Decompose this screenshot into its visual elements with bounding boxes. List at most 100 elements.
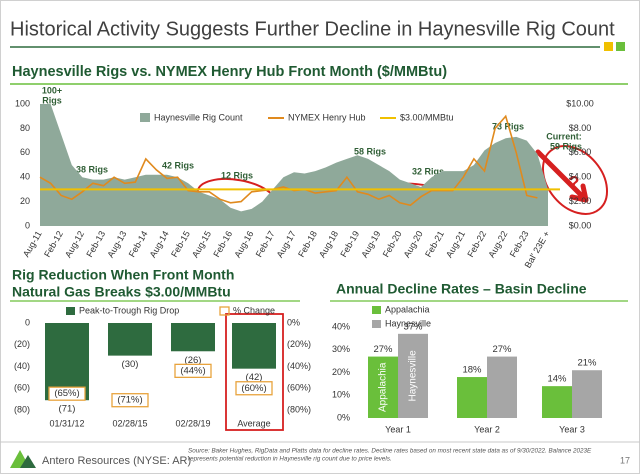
annotation: 42 Rigs [162,160,194,170]
value-label: (26) [185,355,202,366]
decor-square [604,42,613,51]
x-tick-label: Year 1 [385,424,411,434]
y-tick-label: 0% [337,412,350,422]
annotation: Current: [546,131,582,141]
y-tick-label: 40% [332,321,350,331]
value-label: (30) [122,359,139,370]
legend-label: % Change [233,305,275,315]
source-note: Source: Baker Hughes, RigData and Platts… [188,448,592,455]
annotation: 12 Rigs [221,170,253,180]
y2-tick-label: 0% [287,317,300,327]
percent-label: (60%) [241,383,266,394]
chart-title: Natural Gas Breaks $3.00/MMBtu [12,284,231,300]
annotation: 38 Rigs [76,164,108,174]
decor-square [616,42,625,51]
bar-series-label: Appalachia [378,362,389,412]
y-tick-label: (80) [14,404,30,414]
source-note: represents potential reduction in Haynes… [188,456,392,463]
value-label: 27% [373,344,393,355]
y2-tick-label: $10.00 [566,98,594,108]
x-tick-label: Year 2 [474,424,500,434]
value-label: 27% [492,344,512,355]
bar [398,333,428,418]
bar [457,377,487,418]
annotation: ? [569,173,580,193]
legend-label: Appalachia [385,304,430,314]
bar [232,323,276,369]
x-tick-label: 02/28/15 [112,418,147,428]
percent-box [235,381,273,396]
legend-swatch [66,307,75,315]
y-tick-label: 60 [20,147,30,157]
chart-title: Rig Reduction When Front Month [12,267,234,283]
annotation: 59 Rigs [550,141,582,151]
legend-swatch [140,113,150,122]
annotation: Rigs [42,95,62,105]
y-tick-label: (60) [14,383,30,393]
value-label: 14% [547,374,567,385]
bar [108,323,152,356]
legend-swatch [219,306,230,316]
y2-tick-label: $6.00 [569,147,592,157]
percent-label: (44%) [180,365,205,376]
legend-label: Peak-to-Trough Rig Drop [79,305,179,315]
annotation: 58 Rigs [354,146,386,156]
legend-swatch [372,306,381,314]
highlight-ellipse [541,145,609,215]
legend-label: $3.00/MMBtu [400,112,454,122]
legend-label: NYMEX Henry Hub [288,112,366,122]
chart-title: Haynesville Rigs vs. NYMEX Henry Hub Fro… [12,64,447,80]
y2-tick-label: (40%) [287,361,311,371]
y2-tick-label: (80%) [287,404,311,414]
logo [20,455,36,468]
value-label: (71) [59,404,76,415]
x-tick-label: Average [237,418,270,428]
y-tick-label: (20) [14,339,30,349]
y-tick-label: 30% [332,344,350,354]
percent-box [174,363,212,379]
bar [368,356,398,418]
y2-tick-label: $4.00 [569,172,592,182]
y2-tick-label: (20%) [287,339,311,349]
y2-tick-label: (60%) [287,383,311,393]
y-tick-label: 40 [20,172,30,182]
percent-label: (71%) [117,395,142,406]
y2-tick-label: $2.00 [569,196,592,206]
y-tick-label: 80 [20,123,30,133]
y-tick-label: 20% [332,367,350,377]
chart-title: Annual Decline Rates – Basin Decline [336,281,587,297]
y2-tick-label: $8.00 [569,123,592,133]
legend-swatch [372,320,381,328]
annotation: 32 Rigs [412,166,444,176]
bar [572,370,602,418]
bar-series-label: Haynesville [408,350,419,402]
bar [171,323,215,352]
y-tick-label: 0 [25,220,30,230]
value-label: 18% [462,365,482,376]
highlight-box [225,313,284,431]
y-tick-label: 20 [20,196,30,206]
percent-label: (65%) [54,388,79,399]
y2-tick-label: $0.00 [569,220,592,230]
slide-title: Historical Activity Suggests Further Dec… [10,18,615,40]
x-tick-label: 02/28/19 [175,418,210,428]
bar [542,386,572,418]
page-number: 17 [620,455,630,465]
value-label: 21% [577,358,597,369]
x-tick-label: 01/31/12 [49,418,84,428]
company-name: Antero Resources (NYSE: AR) [42,455,191,467]
value-label: (42) [246,372,263,383]
bar [487,356,517,418]
y-tick-label: 100 [15,98,30,108]
trend-arrow [535,149,589,203]
x-tick-label: Year 3 [559,424,585,434]
y-tick-label: 0 [25,317,30,327]
rig-area [40,104,548,226]
y-tick-label: 10% [332,390,350,400]
y-tick-label: (40) [14,361,30,371]
percent-box [111,393,149,408]
legend-label: Haynesville [385,318,431,328]
annotation: 100+ [42,85,62,95]
